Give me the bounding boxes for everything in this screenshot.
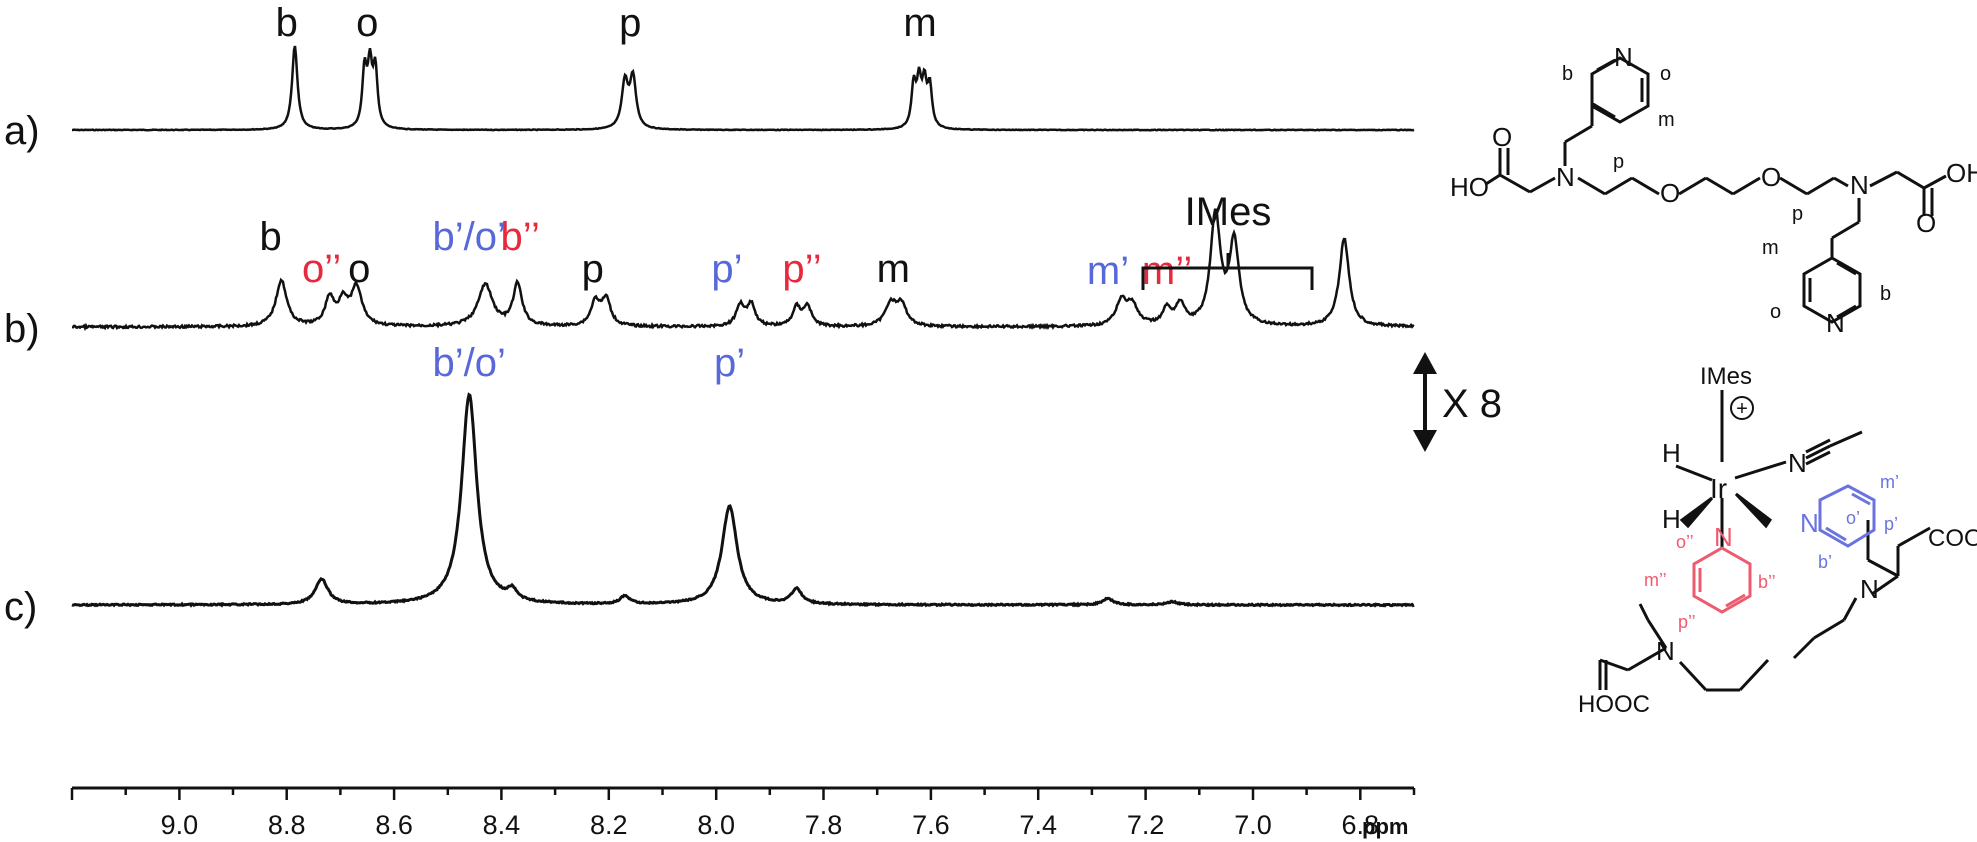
svg-text:m: m bbox=[1762, 237, 1779, 259]
peak-label-2-8: p’’ bbox=[782, 247, 821, 291]
x-tick-label: 7.0 bbox=[1234, 810, 1272, 840]
svg-text:H: H bbox=[1662, 504, 1681, 534]
svg-text:N: N bbox=[1714, 522, 1733, 552]
imes-label: IMes bbox=[1185, 190, 1272, 234]
svg-text:N: N bbox=[1656, 636, 1675, 666]
svg-text:N: N bbox=[1614, 42, 1633, 72]
svg-text:N: N bbox=[1826, 308, 1845, 338]
x-tick-label: 7.2 bbox=[1127, 810, 1165, 840]
spectrum-label-3: c) bbox=[4, 585, 37, 629]
svg-text:p: p bbox=[1613, 151, 1624, 173]
svg-text:IMes: IMes bbox=[1700, 363, 1752, 390]
svg-text:H: H bbox=[1662, 438, 1681, 468]
peak-label-1-3: p bbox=[619, 1, 641, 45]
peak-label-2-5: b’’ bbox=[501, 215, 540, 259]
svg-text:N: N bbox=[1788, 448, 1807, 478]
x-tick-label: 8.2 bbox=[590, 810, 628, 840]
peak-label-2-9: m bbox=[877, 247, 910, 291]
spectrum-trace-2 bbox=[71, 208, 1415, 332]
scale-note: X 8 bbox=[1442, 382, 1502, 426]
spectrum-trace-1 bbox=[72, 45, 1415, 132]
peak-label-2-6: p bbox=[582, 247, 604, 291]
peak-label-2-2: o’’ bbox=[302, 247, 341, 291]
x-tick-label: 8.4 bbox=[483, 810, 521, 840]
svg-text:O: O bbox=[1492, 122, 1512, 152]
peak-label-2-3: o bbox=[348, 247, 370, 291]
peak-label-1-4: m bbox=[903, 1, 936, 45]
svg-text:b: b bbox=[1880, 283, 1891, 305]
svg-text:p’’: p’’ bbox=[1678, 612, 1696, 632]
peak-label-1-1: b bbox=[276, 1, 298, 45]
svg-text:m: m bbox=[1658, 109, 1675, 131]
svg-text:Ir: Ir bbox=[1710, 473, 1727, 504]
peak-label-2-7: p’ bbox=[711, 247, 742, 291]
svg-text:b: b bbox=[1562, 63, 1573, 85]
svg-text:HO: HO bbox=[1450, 172, 1489, 202]
ligand-structure-labels: N N N N O O O O HO OH b o m p p m o b bbox=[1450, 42, 1977, 338]
peak-label-2-10: m’ bbox=[1087, 249, 1129, 293]
svg-text:p: p bbox=[1792, 203, 1803, 225]
svg-text:o: o bbox=[1770, 301, 1781, 323]
svg-text:o’’: o’’ bbox=[1676, 532, 1694, 552]
imes-bracket: IMes bbox=[1141, 190, 1314, 290]
x-tick-label: 7.6 bbox=[912, 810, 950, 840]
svg-text:o’: o’ bbox=[1846, 508, 1860, 528]
svg-text:b’: b’ bbox=[1818, 552, 1832, 572]
svg-text:+: + bbox=[1736, 398, 1748, 420]
svg-text:m’’: m’’ bbox=[1644, 570, 1667, 590]
svg-text:p’: p’ bbox=[1884, 514, 1898, 534]
peak-label-2-4: b’/o’ bbox=[433, 215, 506, 259]
svg-text:o: o bbox=[1660, 63, 1671, 85]
peak-label-1-2: o bbox=[356, 1, 378, 45]
svg-text:N: N bbox=[1850, 170, 1869, 200]
peak-label-3-2: p’ bbox=[714, 341, 745, 385]
x-tick-label: 7.4 bbox=[1019, 810, 1057, 840]
x-tick-label: 6.8 bbox=[1342, 810, 1380, 840]
peak-label-3-1: b’/o’ bbox=[433, 341, 506, 385]
x-tick-label: 8.8 bbox=[268, 810, 306, 840]
scale-marker: X 8 bbox=[1413, 352, 1502, 452]
svg-text:b’’: b’’ bbox=[1758, 572, 1776, 592]
svg-text:O: O bbox=[1660, 178, 1680, 208]
spectrum-label-2: b) bbox=[4, 307, 40, 351]
svg-text:OH: OH bbox=[1946, 158, 1977, 188]
svg-text:HOOC: HOOC bbox=[1578, 691, 1650, 718]
peak-label-2-1: b bbox=[259, 215, 281, 259]
svg-text:O: O bbox=[1761, 162, 1781, 192]
svg-text:N: N bbox=[1860, 574, 1879, 604]
spectrum-label-1: a) bbox=[4, 109, 40, 153]
ligand-structure bbox=[1485, 56, 1947, 324]
svg-text:O: O bbox=[1916, 208, 1936, 238]
svg-text:N: N bbox=[1556, 162, 1575, 192]
x-axis-unit: ppm bbox=[1362, 814, 1408, 839]
svg-text:m’: m’ bbox=[1880, 472, 1899, 492]
x-tick-label: 7.8 bbox=[805, 810, 843, 840]
x-tick-label: 8.0 bbox=[697, 810, 735, 840]
spectrum-trace-3 bbox=[71, 392, 1415, 608]
x-tick-label: 8.6 bbox=[375, 810, 413, 840]
svg-text:N: N bbox=[1800, 508, 1819, 538]
peak-label-2-11: m’’ bbox=[1142, 249, 1192, 293]
peak-annotations: b o p mbo’’ ob’/o’b’’p p’ p’’ m m’ m’’b’/o’ p’ bbox=[259, 1, 1192, 385]
nmr-spectra: a) b) c) bbox=[4, 45, 1415, 629]
x-tick-label: 9.0 bbox=[161, 810, 199, 840]
